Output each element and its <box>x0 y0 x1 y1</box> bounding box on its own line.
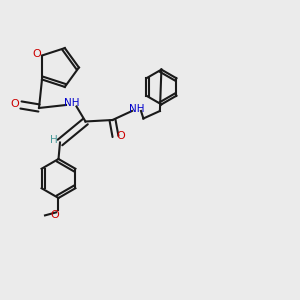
Text: NH: NH <box>129 104 145 115</box>
Text: H: H <box>50 135 57 145</box>
Text: O: O <box>50 210 59 220</box>
Text: O: O <box>32 49 41 59</box>
Text: NH: NH <box>64 98 79 108</box>
Text: O: O <box>116 131 125 142</box>
Text: O: O <box>11 99 20 109</box>
